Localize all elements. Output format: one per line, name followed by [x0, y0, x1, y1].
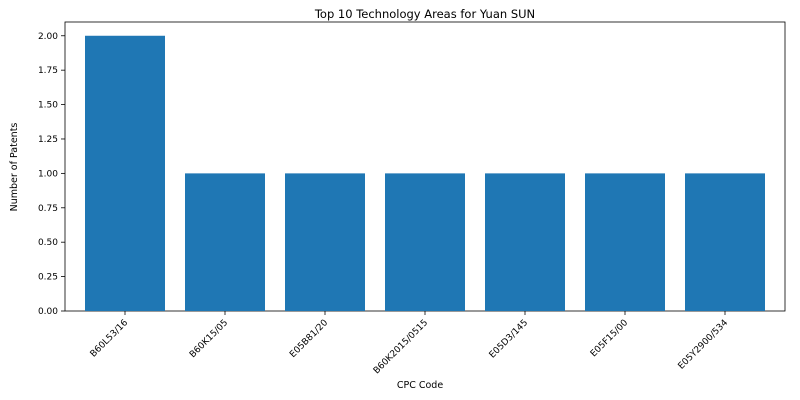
bar-5	[585, 173, 665, 311]
y-tick-label: 0.00	[38, 307, 58, 317]
y-tick-label: 0.75	[38, 204, 58, 214]
x-tick-label: B60L53/16	[89, 318, 131, 360]
y-tick-label: 2.00	[38, 32, 58, 42]
bar-6	[685, 173, 765, 311]
x-tick-label: E05Y2900/534	[677, 318, 731, 372]
x-tick-label: E05F15/00	[589, 318, 630, 359]
bars-group	[85, 36, 765, 311]
bar-0	[85, 36, 165, 311]
x-tick-label: E05B81/20	[288, 318, 330, 360]
y-tick-label: 1.25	[38, 135, 58, 145]
bar-4	[485, 173, 565, 311]
y-tick-label: 1.75	[38, 66, 58, 76]
y-axis-ticks: 0.00 0.25 0.50 0.75 1.00 1.25 1.50 1.75 2.00	[38, 32, 65, 317]
x-axis-label: CPC Code	[397, 380, 443, 391]
x-axis-ticks: B60L53/16 B60K15/05 E05B81/20 B60K2015/0515…	[89, 311, 731, 376]
x-tick-label: B60K15/05	[188, 318, 230, 360]
bar-3	[385, 173, 465, 311]
bar-2	[285, 173, 365, 311]
bar-1	[185, 173, 265, 311]
x-tick-label: B60K2015/0515	[372, 318, 430, 376]
x-tick-label: E05D3/145	[488, 318, 530, 360]
y-tick-label: 1.50	[38, 101, 58, 111]
y-tick-label: 0.50	[38, 238, 58, 248]
y-tick-label: 0.25	[38, 273, 58, 283]
y-tick-label: 1.00	[38, 169, 58, 179]
y-axis-label: Number of Patents	[9, 123, 20, 212]
chart-title: Top 10 Technology Areas for Yuan SUN	[314, 7, 535, 21]
